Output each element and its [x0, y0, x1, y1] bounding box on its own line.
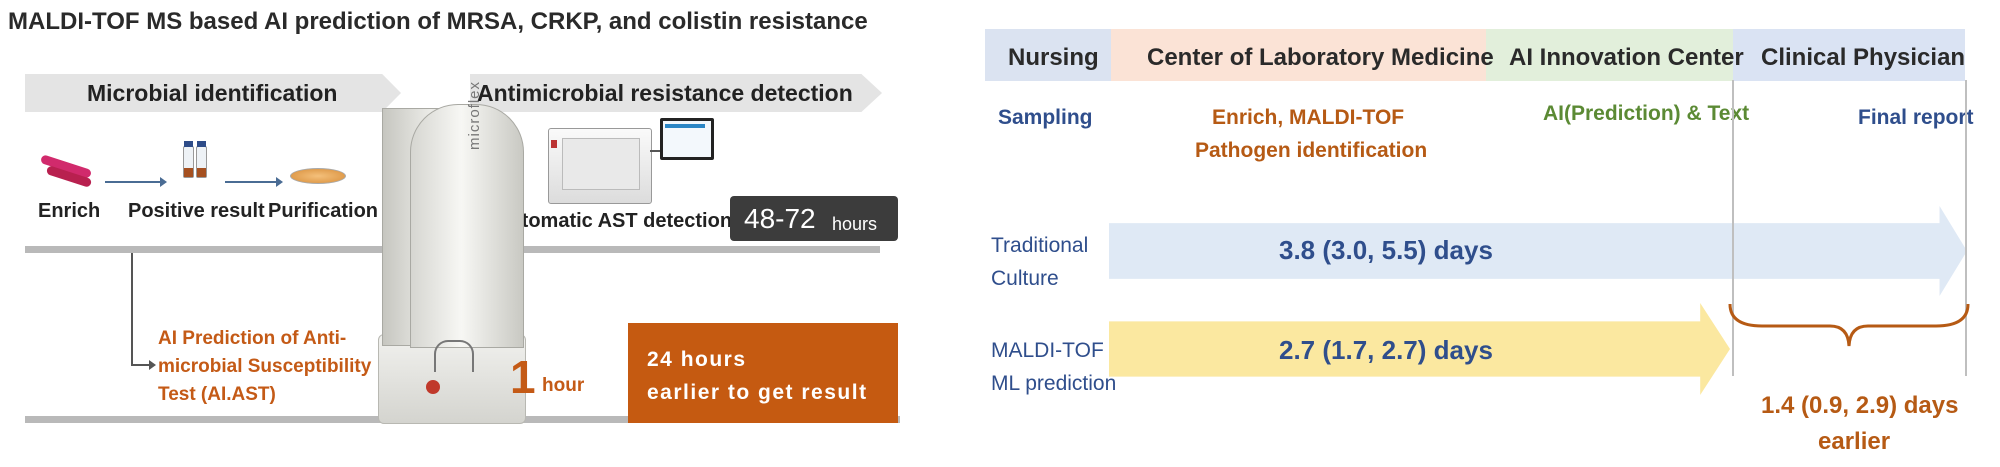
ai-prediction-line-2: microbial Susceptibility: [158, 356, 372, 377]
arrow-positive-to-purification: [225, 177, 283, 187]
time-saved-brace: [1728, 303, 1970, 347]
traditional-label-line-2: Culture: [991, 267, 1059, 290]
step-positive-result: Positive result: [128, 200, 265, 222]
maldi-label-line-1: MALDI-TOF: [991, 339, 1104, 362]
machine-brand-label: microflex: [466, 80, 483, 150]
ast-instrument-door: [562, 138, 640, 190]
ai-time-value: 1: [510, 351, 536, 403]
activity-lab-line-2: Pathogen identification: [1195, 139, 1428, 162]
maldi-tof-instrument-door: [410, 104, 524, 348]
earlier-result-line-1: 24 hours: [647, 348, 747, 371]
column-label-lab: Center of Laboratory Medicine: [1147, 44, 1494, 71]
monitor-arm: [650, 150, 664, 152]
ast-time-value: 48-72: [744, 203, 816, 234]
earlier-result-box: [628, 323, 898, 423]
microbial-identification-label: Microbial identification: [87, 80, 338, 106]
automatic-ast-label: Automatic AST detection: [495, 210, 733, 232]
earlier-result-line-2: earlier to get result: [647, 381, 868, 404]
time-saved-label: earlier: [1818, 428, 1891, 455]
traditional-duration: 3.8 (3.0, 5.5) days: [1279, 235, 1493, 265]
ai-branch-arrow: [131, 360, 156, 370]
activity-final-report: Final report: [1858, 106, 1974, 129]
column-header-physician: [1733, 29, 1965, 81]
arrow-enrich-to-positive: [105, 177, 167, 187]
ai-branch-connector: [131, 253, 133, 365]
petri-dish-icon: [290, 168, 346, 184]
step-purification: Purification: [268, 200, 379, 222]
time-saved-value: 1.4 (0.9, 2.9) days: [1761, 392, 1959, 419]
activity-ai: AI(Prediction) & Text: [1543, 102, 1750, 125]
left-panel-title: MALDI-TOF MS based AI prediction of MRSA…: [8, 8, 868, 35]
column-label-ai: AI Innovation Center: [1509, 44, 1744, 71]
maldi-tof-sample-slot: [434, 340, 474, 372]
ai-prediction-line-3: Test (AI.AST): [158, 384, 276, 405]
culture-bottle-icon-2: [196, 141, 207, 178]
column-header-lab: [1111, 29, 1486, 81]
ai-time-unit: hour: [542, 375, 585, 396]
resistance-detection-band: [470, 74, 882, 112]
traditional-label-line-1: Traditional: [991, 234, 1089, 257]
maldi-tof-logo: [426, 380, 440, 394]
ast-instrument-logo: [551, 140, 557, 148]
microbial-identification-band: [25, 74, 401, 112]
maldi-duration: 2.7 (1.7, 2.7) days: [1279, 335, 1493, 365]
column-label-nursing: Nursing: [1008, 44, 1099, 71]
resistance-detection-label: Antimicrobial resistance detection: [477, 80, 853, 106]
column-header-ai: [1486, 29, 1733, 81]
maldi-label-line-2: ML prediction: [991, 372, 1117, 395]
ai-prediction-line-1: AI Prediction of Anti-: [158, 328, 347, 349]
physician-column-left-border: [1732, 80, 1734, 376]
column-label-physician: Clinical Physician: [1761, 44, 1966, 71]
monitor-screen-bar: [665, 124, 705, 128]
physician-column-right-border: [1965, 80, 1967, 376]
activity-sampling: Sampling: [998, 106, 1093, 129]
activity-lab-line-1: Enrich, MALDI-TOF: [1212, 106, 1405, 129]
ast-time-unit: hours: [832, 214, 878, 234]
culture-bottle-icon: [183, 141, 194, 178]
traditional-culture-arrow: [1109, 206, 1967, 296]
column-header-nursing: [985, 29, 1111, 81]
ast-time-badge: [730, 196, 898, 241]
step-enrich: Enrich: [38, 200, 101, 222]
